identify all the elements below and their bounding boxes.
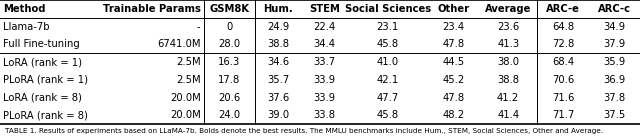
Text: 38.8: 38.8 [268, 39, 289, 49]
Text: 24.0: 24.0 [218, 110, 241, 120]
Text: 41.2: 41.2 [497, 93, 519, 103]
Text: 37.6: 37.6 [267, 93, 289, 103]
Text: 37.5: 37.5 [604, 110, 625, 120]
Text: 47.8: 47.8 [442, 39, 465, 49]
Text: 64.8: 64.8 [552, 22, 574, 32]
Text: 22.4: 22.4 [314, 22, 336, 32]
Text: Average: Average [485, 4, 531, 14]
Text: 70.6: 70.6 [552, 75, 574, 85]
Text: 42.1: 42.1 [376, 75, 399, 85]
Text: 41.3: 41.3 [497, 39, 519, 49]
Text: 2.5M: 2.5M [176, 57, 200, 67]
Text: 48.2: 48.2 [442, 110, 465, 120]
Text: 17.8: 17.8 [218, 75, 241, 85]
Text: ARC-e: ARC-e [546, 4, 580, 14]
Text: LoRA (rank = 1): LoRA (rank = 1) [3, 57, 82, 67]
Text: Method: Method [3, 4, 45, 14]
Text: 33.8: 33.8 [314, 110, 335, 120]
Text: 33.7: 33.7 [314, 57, 336, 67]
Text: -: - [197, 22, 200, 32]
Text: 28.0: 28.0 [218, 39, 241, 49]
Text: Other: Other [437, 4, 469, 14]
Text: 39.0: 39.0 [268, 110, 289, 120]
Text: TABLE 1. Results of experiments based on LLaMA-7b. Bolds denote the best results: TABLE 1. Results of experiments based on… [5, 128, 604, 134]
Text: 47.7: 47.7 [376, 93, 399, 103]
Text: 35.9: 35.9 [604, 57, 625, 67]
Text: 23.1: 23.1 [376, 22, 399, 32]
Text: STEM: STEM [309, 4, 340, 14]
Text: 23.4: 23.4 [442, 22, 465, 32]
Text: 33.9: 33.9 [314, 93, 336, 103]
Text: 20.0M: 20.0M [170, 93, 200, 103]
Text: 72.8: 72.8 [552, 39, 574, 49]
Text: PLoRA (rank = 1): PLoRA (rank = 1) [3, 75, 88, 85]
Text: Llama-7b: Llama-7b [3, 22, 50, 32]
Text: 41.0: 41.0 [377, 57, 399, 67]
Text: 34.4: 34.4 [314, 39, 335, 49]
Text: 16.3: 16.3 [218, 57, 241, 67]
Text: 38.8: 38.8 [497, 75, 519, 85]
Text: 2.5M: 2.5M [176, 75, 200, 85]
Text: 0: 0 [227, 22, 232, 32]
Text: 45.8: 45.8 [377, 39, 399, 49]
Text: 34.6: 34.6 [268, 57, 289, 67]
Text: 41.4: 41.4 [497, 110, 519, 120]
Text: GSM8K: GSM8K [209, 4, 250, 14]
Text: 36.9: 36.9 [604, 75, 625, 85]
Text: 6741.0M: 6741.0M [157, 39, 200, 49]
Text: 20.6: 20.6 [218, 93, 241, 103]
Text: 45.2: 45.2 [442, 75, 465, 85]
Text: 71.7: 71.7 [552, 110, 574, 120]
Text: Hum.: Hum. [264, 4, 293, 14]
Text: 34.9: 34.9 [604, 22, 625, 32]
Text: Social Sciences: Social Sciences [345, 4, 431, 14]
Text: 37.9: 37.9 [604, 39, 625, 49]
Text: PLoRA (rank = 8): PLoRA (rank = 8) [3, 110, 88, 120]
Text: 33.9: 33.9 [314, 75, 336, 85]
Text: 45.8: 45.8 [377, 110, 399, 120]
Text: 71.6: 71.6 [552, 93, 574, 103]
Text: LoRA (rank = 8): LoRA (rank = 8) [3, 93, 82, 103]
Text: 68.4: 68.4 [552, 57, 574, 67]
Text: 24.9: 24.9 [267, 22, 289, 32]
Text: 38.0: 38.0 [497, 57, 519, 67]
Text: Full Fine-tuning: Full Fine-tuning [3, 39, 80, 49]
Text: 20.0M: 20.0M [170, 110, 200, 120]
Text: 47.8: 47.8 [442, 93, 465, 103]
Text: Trainable Params: Trainable Params [103, 4, 200, 14]
Text: 35.7: 35.7 [267, 75, 289, 85]
Text: 23.6: 23.6 [497, 22, 519, 32]
Text: 44.5: 44.5 [442, 57, 465, 67]
Text: 37.8: 37.8 [604, 93, 625, 103]
Text: ARC-c: ARC-c [598, 4, 631, 14]
